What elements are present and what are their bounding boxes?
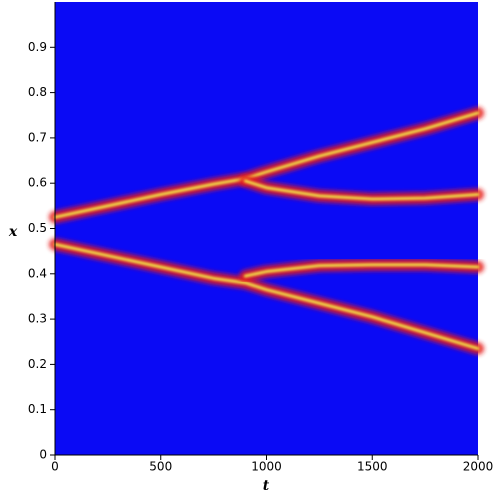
x-tick-label: 2000: [463, 460, 494, 474]
y-tick-label: 0.8: [28, 85, 47, 99]
band-core: [53, 242, 480, 351]
y-axis-label: x: [8, 224, 18, 240]
band-core: [243, 179, 480, 201]
x-axis-label: t: [263, 478, 270, 494]
y-tick-label: 0.3: [28, 312, 47, 326]
x-tick-label: 0: [51, 460, 59, 474]
x-tick-label: 500: [149, 460, 172, 474]
x-tick-label: 1000: [251, 460, 282, 474]
band-core: [53, 111, 480, 219]
x-tick-label: 1500: [357, 460, 388, 474]
y-tick-label: 0.7: [28, 130, 47, 144]
y-tick-label: 0: [39, 448, 47, 462]
band-core: [243, 263, 480, 278]
y-tick-label: 0.4: [28, 266, 47, 280]
y-tick-label: 0.2: [28, 357, 47, 371]
y-tick-label: 0.1: [28, 402, 47, 416]
y-tick-label: 0.5: [28, 221, 47, 235]
plot-background: [55, 2, 478, 455]
y-tick-label: 0.9: [28, 40, 47, 54]
y-tick-label: 0.6: [28, 176, 47, 190]
